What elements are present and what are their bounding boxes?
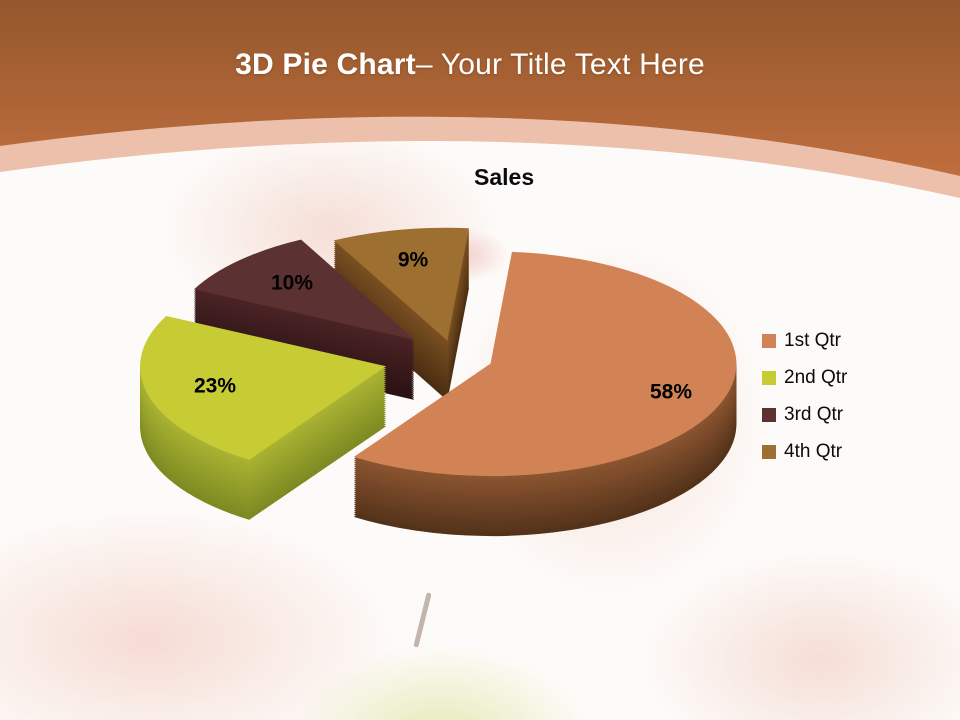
chart-legend: 1st Qtr 2nd Qtr 3rd Qtr 4th Qtr bbox=[762, 330, 847, 478]
slide-title-bold: 3D Pie Chart bbox=[235, 48, 416, 81]
pie-slice-top bbox=[193, 239, 414, 340]
pie-data-label-3rd-qtr: 10% bbox=[271, 272, 313, 295]
legend-swatch-1st-qtr bbox=[762, 334, 776, 348]
legend-item-2nd-qtr: 2nd Qtr bbox=[762, 367, 847, 389]
pie-slice-top bbox=[353, 251, 737, 477]
legend-label: 1st Qtr bbox=[784, 330, 842, 351]
legend-label: 3rd Qtr bbox=[784, 404, 844, 425]
header-stripe bbox=[0, 116, 960, 198]
legend-item-3rd-qtr: 3rd Qtr bbox=[762, 404, 847, 426]
pie-data-label-1st-qtr: 58% bbox=[650, 381, 692, 404]
legend-item-1st-qtr: 1st Qtr bbox=[762, 330, 847, 352]
pie-data-label-4th-qtr: 9% bbox=[398, 249, 429, 272]
legend-swatch-3rd-qtr bbox=[762, 408, 776, 422]
pie-slice-1st-qtr bbox=[353, 251, 737, 537]
pie-slice-2nd-qtr bbox=[140, 315, 387, 520]
pie-slice-3rd-qtr bbox=[193, 239, 414, 400]
pie-data-label-2nd-qtr: 23% bbox=[194, 375, 236, 398]
chart-title: Sales bbox=[474, 164, 535, 190]
slide-title-rest: – Your Title Text Here bbox=[415, 48, 705, 81]
legend-label: 4th Qtr bbox=[784, 441, 843, 462]
legend-swatch-4th-qtr bbox=[762, 445, 776, 459]
pie-slice-top bbox=[140, 315, 387, 460]
slide-title: 3D Pie Chart– Your Title Text Here bbox=[0, 48, 940, 82]
header-band bbox=[0, 0, 960, 198]
legend-label: 2nd Qtr bbox=[784, 367, 848, 388]
legend-item-4th-qtr: 4th Qtr bbox=[762, 441, 847, 463]
legend-swatch-2nd-qtr bbox=[762, 371, 776, 385]
pie-slice-top bbox=[333, 227, 469, 341]
header-band-shape bbox=[0, 0, 960, 176]
